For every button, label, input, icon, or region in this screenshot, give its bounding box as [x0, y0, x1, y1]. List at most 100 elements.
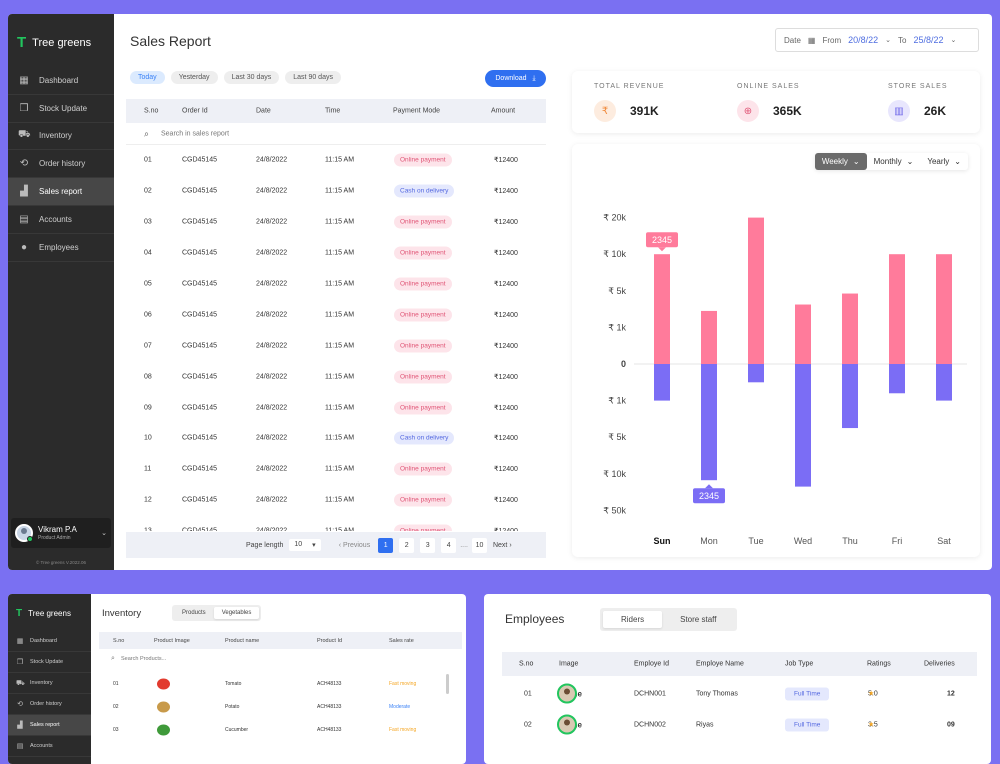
table-cell: DCHN002 [634, 721, 666, 728]
page-1[interactable]: 1 [378, 537, 394, 553]
table-cell: ACH48133 [317, 680, 342, 687]
bar-positive-fri [889, 254, 905, 364]
chevron-down-icon[interactable]: ⌄ [885, 37, 892, 44]
table-cell: 24/8/2022 [256, 218, 288, 226]
rupee-icon: ₹ [594, 100, 616, 122]
table-row[interactable]: 02 Online DCHN002 Riyas Full Time ★ 3.5 09 [502, 709, 977, 740]
sidebar-item-stock-update[interactable]: ❒ Stock Update [8, 652, 91, 673]
table-row[interactable]: 03 Cucumber ACH48133 Fast moving [99, 718, 444, 741]
sales-stats-card: TOTAL REVENUE ₹391K ONLINE SALES ⊕ 365K STORE… [572, 71, 980, 133]
table-row[interactable]: 12 CGD45145 24/8/2022 11:15 AM Online paymen… [126, 485, 546, 516]
table-cell: 10 [144, 434, 152, 442]
sidebar-item-accounts[interactable]: ▤ Accounts [8, 736, 91, 757]
from-label: From [822, 35, 842, 45]
table-row[interactable]: 10 CGD45145 24/8/2022 11:15 AM Cash on deliv… [126, 423, 546, 454]
table-row[interactable]: 09 CGD45145 24/8/2022 11:15 AM Online paymen… [126, 392, 546, 423]
tab-monthly[interactable]: Monthly ⌄ [867, 153, 921, 170]
product-search[interactable]: ⌕ Search Products... [99, 650, 462, 667]
vegetable-icon [157, 678, 170, 689]
column-header: Job Type [785, 660, 814, 668]
date-range-picker[interactable]: Date ▦ From 20/8/22 ⌄ To 25/8/22 ⌄ [775, 28, 979, 52]
bar-negative-mon [701, 364, 717, 481]
table-row[interactable]: 01 Tomato ACH48133 Fast moving [99, 672, 444, 695]
tab-store-staff[interactable]: Store staff [680, 615, 717, 624]
table-row[interactable]: 13 CGD45145 24/8/2022 11:15 AM Online paymen… [126, 516, 546, 531]
tooltip-value: 2345 [652, 235, 672, 245]
table-cell: 11:15 AM [325, 373, 355, 381]
filter-last-90-days[interactable]: Last 90 days [285, 71, 341, 84]
tooltip-pointer [658, 247, 666, 252]
ledger-icon: ▤ [19, 213, 29, 225]
history-icon: ⟲ [17, 701, 23, 708]
page-last[interactable]: 10 [471, 537, 487, 553]
page-4[interactable]: 4 [441, 537, 457, 553]
table-cell: ₹12400 [494, 342, 518, 350]
brand-logo: T Tree greens [17, 34, 91, 51]
sidebar-item-stock-update[interactable]: ❒ Stock Update [8, 95, 114, 123]
chevron-down-icon[interactable]: ⌄ [950, 37, 957, 44]
table-cell: 24/8/2022 [256, 311, 288, 319]
sidebar-item-order-history[interactable]: ⟲ Order history [8, 694, 91, 715]
filter-last-30-days[interactable]: Last 30 days [223, 71, 280, 84]
page-length-select[interactable]: 10 ▾ [289, 539, 321, 551]
sidebar-item-inventory[interactable]: ⛟ Inventory [8, 123, 114, 151]
user-card[interactable]: Vikram P.A Product Admin ⌄ [11, 518, 111, 548]
tab-vegetables[interactable]: Vegetables [213, 607, 260, 619]
previous-button[interactable]: ‹ Previous [338, 541, 371, 549]
scrollbar[interactable] [446, 674, 449, 694]
from-date[interactable]: 20/8/22 [848, 35, 879, 45]
tab-riders[interactable]: Riders [603, 611, 663, 628]
sidebar-item-dashboard[interactable]: ▦ Dashboard [8, 67, 114, 95]
stat-label: STORE SALES [888, 83, 948, 90]
sidebar-item-sales-report[interactable]: ▟ Sales report [8, 715, 91, 736]
tab-yearly[interactable]: Yearly ⌄ [920, 153, 968, 170]
payment-mode-badge: Cash on delivery [394, 431, 455, 445]
table-row[interactable]: 02 CGD45145 24/8/2022 11:15 AM Cash on deliv… [126, 176, 546, 207]
table-row[interactable]: 05 CGD45145 24/8/2022 11:15 AM Online paymen… [126, 269, 546, 300]
sidebar-item-dashboard[interactable]: ▦ Dashboard [8, 631, 91, 652]
employees-table-header: S.no Image Employe Id Employe Name Job Type R… [502, 652, 977, 676]
search-input[interactable]: Search in sales report [161, 130, 230, 137]
table-row[interactable]: 03 CGD45145 24/8/2022 11:15 AM Online paymen… [126, 207, 546, 238]
to-date[interactable]: 25/8/22 [913, 35, 944, 45]
table-row[interactable]: 01 Online DCHN001 Tony Thomas Full Time ★ 5.0… [502, 678, 977, 709]
table-cell: Tony Thomas [696, 690, 738, 697]
table-cell: 24/8/2022 [256, 528, 287, 531]
bar-negative-sun [654, 364, 670, 401]
table-cell: 11:15 AM [325, 311, 355, 319]
sidebar: T Tree greens ▦ Dashboard ❒ Stock Update ⛟ In… [8, 14, 114, 570]
chevron-down-icon[interactable]: ⌄ [101, 530, 107, 537]
page-3[interactable]: 3 [420, 537, 436, 553]
sidebar-item-order-history[interactable]: ⟲ Order history [8, 150, 114, 179]
table-row[interactable]: 11 CGD45145 24/8/2022 11:15 AM Online paymen… [126, 454, 546, 485]
table-cell: 02 [113, 703, 119, 710]
sidebar-item-inventory[interactable]: ⛟ Inventory [8, 673, 91, 694]
sidebar-item-accounts[interactable]: ▤ Accounts [8, 206, 114, 234]
table-cell: 12 [144, 496, 152, 504]
tab-weekly[interactable]: Weekly ⌄ [814, 153, 867, 170]
table-cell: 24/8/2022 [256, 465, 288, 473]
table-row[interactable]: 07 CGD45145 24/8/2022 11:15 AM Online paymen… [126, 330, 546, 361]
sidebar-item-label: Stock Update [39, 103, 88, 113]
search-input[interactable]: Search Products... [121, 655, 167, 662]
filter-today[interactable]: Today [130, 71, 165, 84]
table-row[interactable]: 01 CGD45145 24/8/2022 11:15 AM Online paymen… [126, 145, 546, 176]
page-2[interactable]: 2 [399, 537, 415, 553]
filter-yesterday[interactable]: Yesterday [170, 71, 218, 84]
tab-products[interactable]: Products [182, 610, 206, 616]
y-tick-label: ₹ 10k [603, 249, 626, 259]
table-cell: ₹12400 [494, 435, 518, 443]
chevron-down-icon: ⌄ [852, 157, 860, 166]
table-search[interactable]: ⌕ Search in sales report [126, 123, 546, 145]
table-row[interactable]: 04 CGD45145 24/8/2022 11:15 AM Online paymen… [126, 238, 546, 269]
table-row[interactable]: 08 CGD45145 24/8/2022 11:15 AM Online paymen… [126, 361, 546, 392]
table-cell: 11:15 AM [325, 218, 355, 226]
sidebar-item-employees[interactable]: ● Employees [8, 234, 114, 262]
y-zero-label: 0 [621, 359, 626, 369]
y-tick-label: ₹ 1k [608, 396, 626, 406]
sidebar-item-sales-report[interactable]: ▟ Sales report [8, 178, 114, 206]
table-row[interactable]: 06 CGD45145 24/8/2022 11:15 AM Online paymen… [126, 299, 546, 330]
next-button[interactable]: Next › [492, 541, 512, 549]
download-button[interactable]: Download ⤓ [485, 70, 546, 87]
table-row[interactable]: 02 Potato ACH48133 Moderate [99, 695, 444, 718]
